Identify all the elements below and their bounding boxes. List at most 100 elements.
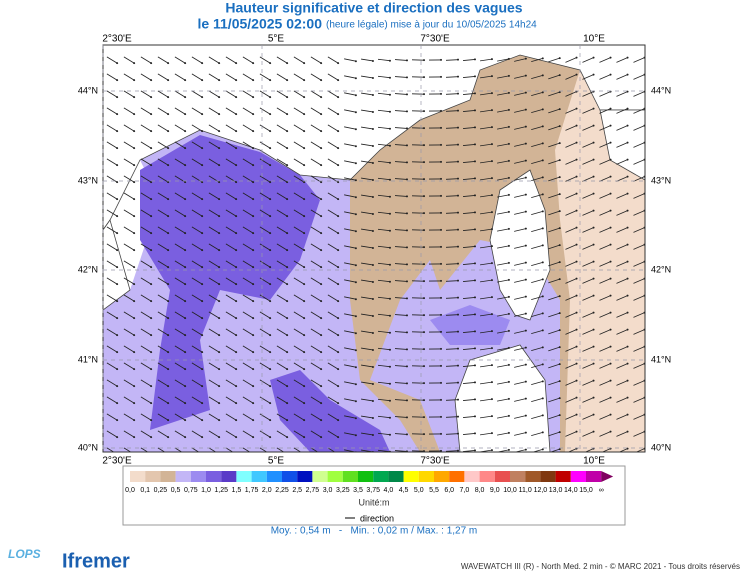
wave-arrow: [514, 262, 526, 266]
arrow-head: [524, 91, 527, 94]
arrow-head: [167, 164, 170, 167]
wave-arrow: [106, 277, 118, 285]
swatch: [190, 471, 206, 482]
wave-arrow: [548, 210, 560, 216]
wave-arrow: [123, 192, 135, 200]
wave-arrow: [123, 90, 135, 98]
arrow-head: [269, 402, 272, 405]
wave-arrow: [140, 447, 149, 452]
wave-arrow: [565, 363, 577, 369]
arrow-head: [626, 226, 629, 229]
arrow-head: [269, 62, 272, 65]
wave-arrow: [106, 260, 118, 268]
arrow-head: [558, 57, 561, 60]
wave-arrow: [616, 414, 628, 420]
wave-arrow: [157, 260, 169, 268]
arrow-head: [235, 79, 238, 82]
arrow-head: [354, 281, 357, 284]
arrow-head: [507, 108, 510, 111]
wave-arrow: [497, 160, 509, 164]
arrow-head: [286, 62, 289, 65]
arrow-head: [405, 314, 408, 317]
wave-arrow: [140, 243, 152, 251]
wave-arrow: [123, 447, 132, 452]
wave-arrow: [293, 362, 305, 370]
arrow-head: [507, 142, 510, 145]
wave-arrow: [582, 108, 594, 114]
wave-arrow: [344, 432, 356, 436]
wave-arrow: [377, 381, 391, 385]
wave-arrow: [361, 330, 373, 334]
wave-arrow: [480, 75, 492, 79]
arrow-head: [303, 164, 306, 167]
wave-arrow: [633, 312, 645, 318]
wave-arrow: [394, 246, 408, 248]
arrow-head: [575, 345, 578, 348]
arrow-head: [609, 124, 612, 127]
wave-arrow: [140, 107, 152, 115]
arrow-head: [167, 351, 170, 354]
arrow-head: [575, 379, 578, 382]
arrow-head: [201, 249, 204, 252]
wave-arrow: [242, 192, 254, 200]
arrow-head: [507, 227, 510, 230]
wave-arrow: [531, 364, 543, 368]
arrow-head: [286, 198, 289, 201]
lat-label-right: 40°N: [651, 442, 671, 452]
wave-arrow: [140, 73, 152, 81]
wave-arrow: [616, 159, 628, 165]
wave-arrow: [259, 311, 271, 319]
arrow-head: [201, 62, 204, 65]
wave-arrow: [293, 396, 305, 404]
wave-arrow: [174, 73, 186, 81]
wave-arrow: [548, 91, 560, 97]
arrow-head: [133, 317, 136, 320]
wave-arrow: [616, 261, 628, 267]
wave-arrow: [377, 143, 391, 147]
arrow-head: [218, 436, 221, 439]
wave-arrow: [191, 311, 203, 319]
arrow-head: [167, 232, 170, 235]
wave-arrow: [310, 107, 322, 115]
wave-arrow: [157, 328, 169, 336]
legend-label: 4,0: [384, 487, 394, 494]
legend-label: 2,5: [292, 487, 302, 494]
arrow-head: [184, 283, 187, 286]
wave-arrow: [394, 450, 408, 452]
arrow-head: [269, 283, 272, 286]
wave-arrow: [344, 160, 356, 164]
arrow-head: [354, 77, 357, 80]
arrow-head: [235, 62, 238, 65]
arrow-head: [184, 181, 187, 184]
wave-arrow: [310, 413, 322, 421]
wave-arrow: [259, 243, 271, 251]
wave-arrow: [497, 245, 509, 249]
arrow-head: [439, 75, 442, 78]
wave-arrow: [157, 413, 169, 421]
arrow-head: [439, 398, 442, 401]
wave-arrow: [599, 74, 611, 80]
arrow-head: [235, 385, 238, 388]
wave-arrow: [225, 243, 237, 251]
wave-arrow: [344, 109, 356, 113]
arrow-head: [473, 415, 476, 418]
arrow-head: [303, 300, 306, 303]
arrow-head: [235, 402, 238, 405]
arrow-head: [490, 296, 493, 299]
arrow-head: [490, 109, 493, 112]
wave-arrow: [106, 107, 118, 115]
arrow-head: [609, 362, 612, 365]
wave-arrow: [480, 415, 492, 419]
arrow-head: [558, 108, 561, 111]
wave-arrow: [361, 143, 373, 147]
wave-arrow: [208, 328, 220, 336]
arrow-head: [456, 330, 459, 333]
arrow-head: [541, 227, 544, 230]
arrow-head: [337, 402, 340, 405]
arrow-head: [456, 58, 459, 61]
wave-arrow: [377, 160, 391, 164]
wave-arrow: [445, 195, 459, 197]
wave-arrow: [582, 363, 594, 369]
arrow-head: [303, 113, 306, 116]
wave-arrow: [445, 263, 459, 265]
